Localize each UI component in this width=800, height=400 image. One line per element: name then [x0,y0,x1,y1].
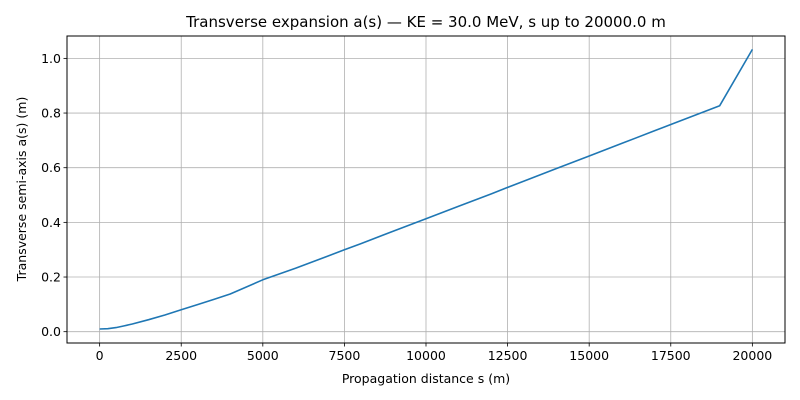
x-tick-label: 17500 [651,348,691,363]
x-tick-label: 7500 [329,348,361,363]
x-tick-label: 20000 [732,348,772,363]
x-axis-ticks: 0 2500 5000 7500 10000 12500 15000 17500 20000 [96,343,772,363]
x-axis-label: Propagation distance s (m) [342,371,510,386]
x-tick-label: 15000 [569,348,609,363]
y-tick-label: 0.2 [41,270,61,285]
y-axis-ticks: 0.0 0.2 0.4 0.6 0.8 1.0 [41,51,67,339]
y-tick-label: 0.4 [41,215,61,230]
chart-title: Transverse expansion a(s) — KE = 30.0 Me… [185,13,666,31]
x-tick-label: 5000 [247,348,279,363]
y-axis-label: Transverse semi-axis a(s) (m) [14,97,29,283]
grid [67,36,785,343]
x-tick-label: 12500 [488,348,528,363]
y-tick-label: 0.0 [41,324,61,339]
series-layer [99,48,754,330]
x-tick-label: 10000 [406,348,446,363]
y-tick-label: 0.8 [41,106,61,121]
series-line [99,48,754,330]
x-tick-label: 0 [96,348,104,363]
x-tick-label: 2500 [165,348,197,363]
y-tick-label: 0.6 [41,160,61,175]
y-tick-label: 1.0 [41,51,61,66]
